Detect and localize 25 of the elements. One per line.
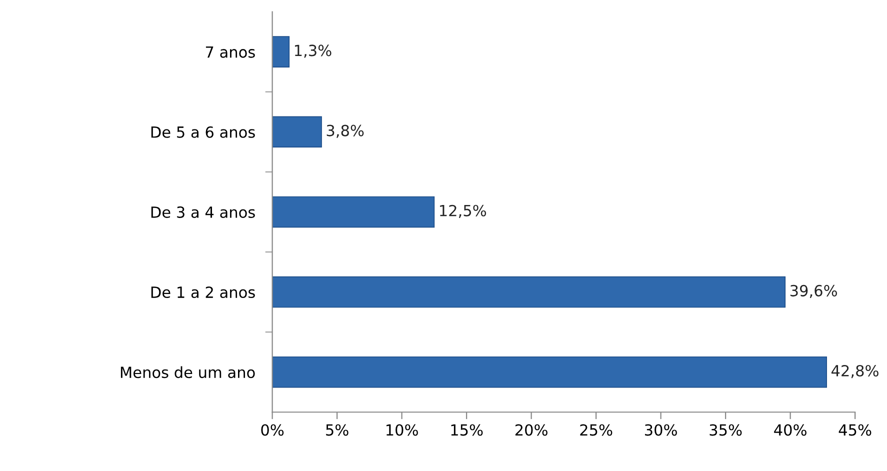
bar xyxy=(272,36,290,68)
x-tick-label: 20% xyxy=(515,424,548,436)
data-label: 42,8% xyxy=(831,364,878,378)
x-tick-label: 25% xyxy=(580,424,612,436)
y-tick-label: De 3 a 4 anos xyxy=(151,206,255,218)
data-label: 3,8% xyxy=(326,124,364,138)
y-tick-label: Menos de um ano xyxy=(120,366,255,378)
data-label: 1,3% xyxy=(294,44,332,58)
x-tick-label: 40% xyxy=(774,424,806,436)
x-tick-label: 35% xyxy=(710,424,742,436)
bar xyxy=(272,196,435,228)
data-label: 12,5% xyxy=(440,204,486,218)
y-tick-label: 7 anos xyxy=(206,46,255,58)
bar xyxy=(272,276,786,308)
x-tick-label: 45% xyxy=(838,424,872,436)
y-tick-label: De 1 a 2 anos xyxy=(151,286,255,298)
y-tick-label: De 5 a 6 anos xyxy=(151,126,255,138)
x-tick-label: 30% xyxy=(645,424,677,436)
x-tick-label: 0% xyxy=(261,424,284,436)
bar xyxy=(272,356,827,388)
x-tick-label: 5% xyxy=(326,424,348,436)
x-tick-label: 15% xyxy=(451,424,483,436)
bar xyxy=(272,116,322,148)
x-tick-label: 10% xyxy=(386,424,418,436)
data-label: 39,6% xyxy=(790,284,837,298)
